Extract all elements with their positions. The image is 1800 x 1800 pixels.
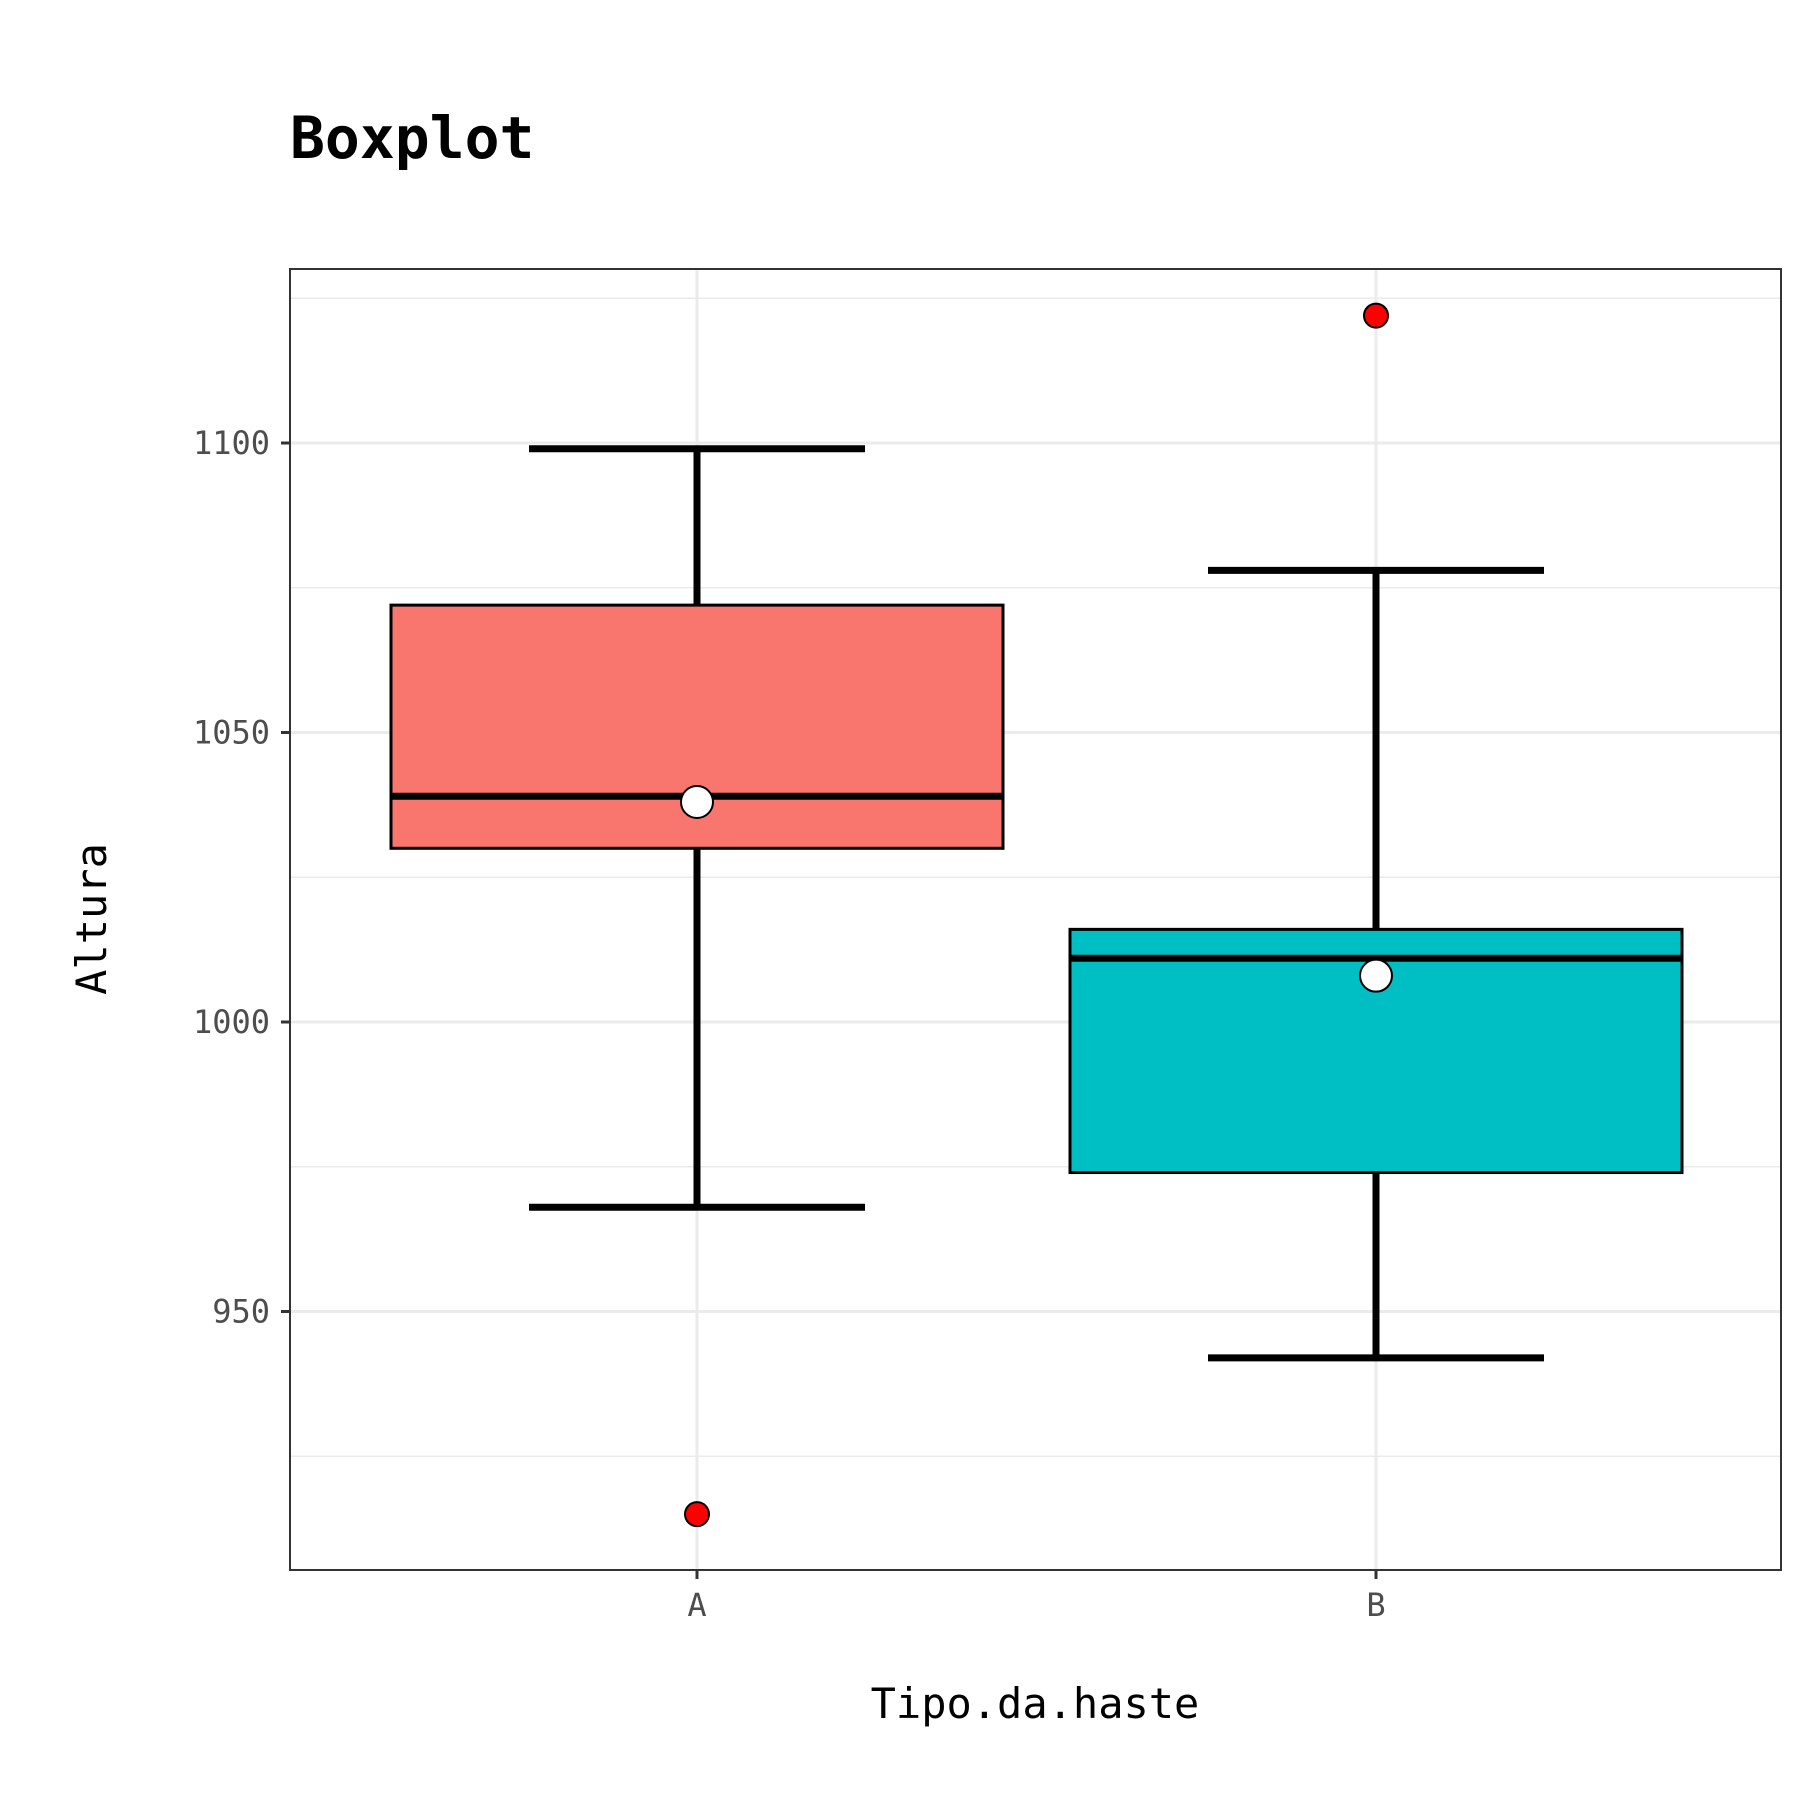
y-tick-label: 950: [212, 1293, 270, 1331]
axes: 950 1000 1050 1100 A B: [193, 424, 1386, 1624]
y-axis-title: Altura: [67, 843, 116, 995]
plot-panel-border: [289, 268, 1782, 1571]
mean-point: [680, 784, 714, 819]
plot-panel: [290, 269, 1781, 1570]
chart-title: Boxplot: [290, 104, 534, 172]
mean-point: [1359, 958, 1393, 993]
boxes: [389, 302, 1684, 1528]
y-tick-label: 1050: [193, 714, 270, 752]
outlier-point: [1363, 302, 1389, 329]
outlier-point: [684, 1501, 710, 1528]
x-tick-label: B: [1366, 1586, 1385, 1624]
box-A: [389, 445, 1005, 1528]
x-axis-title: Tipo.da.haste: [871, 1679, 1200, 1728]
x-tick-label: A: [687, 1586, 706, 1624]
y-tick-label: 1100: [193, 424, 270, 462]
y-tick-label: 1000: [193, 1003, 270, 1041]
box-B: [1068, 302, 1684, 1362]
